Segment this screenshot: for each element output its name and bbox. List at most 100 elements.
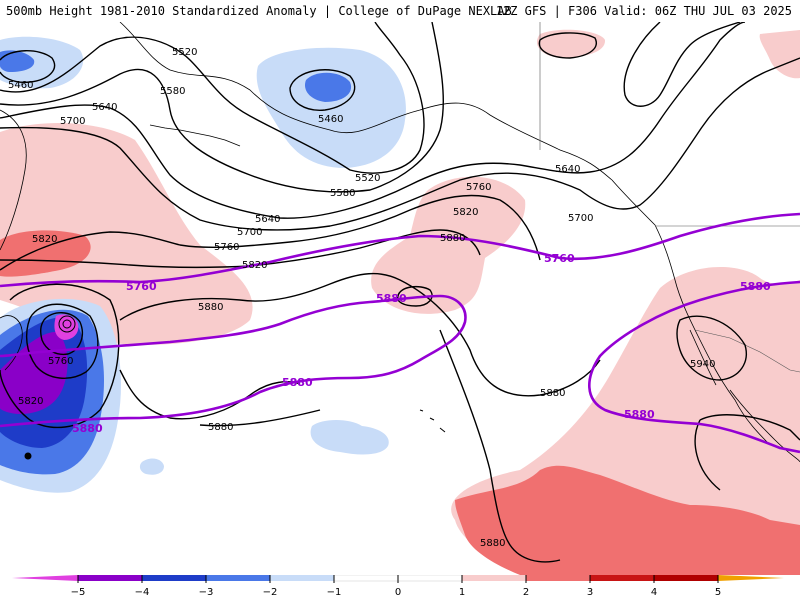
contour-label: 5460 [8, 80, 33, 91]
color-legend: −5 −4 −3 −2 −1 0 1 2 3 4 5 [0, 575, 800, 600]
contour-5820-typhoon [0, 283, 120, 429]
contour-5880-central [119, 272, 601, 397]
contour-label: 5520 [355, 173, 380, 184]
negative-anomaly-small [139, 458, 164, 475]
legend-swatch-pos2 [526, 575, 590, 581]
contour-labels: 5460 5460 5520 5520 5580 5580 5640 5640 … [8, 47, 715, 549]
contour-5880-south [119, 369, 321, 427]
coastline-mexico [689, 329, 800, 463]
hawaii-islands [419, 409, 446, 433]
legend-tick-label: 0 [395, 587, 401, 598]
contour-label: 5820 [453, 207, 478, 218]
contour-label: 5820 [18, 396, 43, 407]
coastline-alaska [119, 22, 613, 181]
highlight-label: 5880 [624, 408, 655, 421]
contour-5520-east [623, 22, 741, 107]
coastlines [0, 22, 800, 463]
legend-swatch-neg1 [333, 575, 399, 582]
contour-label: 5580 [160, 86, 185, 97]
anomaly-map: 5460 5460 5520 5520 5580 5580 5640 5640 … [0, 22, 800, 575]
contour-label: 5760 [466, 182, 491, 193]
contour-5700 [0, 57, 800, 231]
contour-label: 5880 [480, 538, 505, 549]
contour-label: 5640 [92, 102, 117, 113]
contour-5760-north [0, 194, 541, 271]
coastline-aleutians [149, 124, 241, 147]
contour-label: 5580 [330, 188, 355, 199]
legend-tick-label: −4 [135, 587, 150, 598]
contour-label: 5880 [440, 233, 465, 244]
coastline-bc [611, 179, 771, 446]
legend-tick-label: 3 [587, 587, 593, 598]
legend-swatch-neg5 [78, 575, 142, 581]
contour-label: 5640 [555, 164, 580, 175]
legend-swatch-neg3 [206, 575, 270, 581]
highlight-5880 [0, 294, 467, 428]
contour-5880-east [694, 414, 800, 491]
legend-arrow-low [12, 575, 78, 581]
model-run-info: 12Z GFS | F306 Valid: 06Z THU JUL 03 202… [495, 4, 792, 18]
contour-5520-bering [538, 32, 597, 59]
contour-label: 5820 [32, 234, 57, 245]
negative-anomaly-bering-core [0, 50, 35, 72]
legend-swatch-neg2 [270, 575, 334, 581]
map-header: 500mb Height 1981-2010 Standardized Anom… [0, 0, 800, 22]
contour-label: 5700 [568, 213, 593, 224]
contour-label: 5460 [318, 114, 343, 125]
highlight-label: 5880 [376, 292, 407, 305]
contour-5520 [0, 22, 425, 174]
contour-label: 5940 [690, 359, 715, 370]
contour-label: 5700 [237, 227, 262, 238]
contour-label: 5820 [242, 260, 267, 271]
negative-anomaly-typhoon-core [54, 314, 79, 340]
positive-anomaly-kamchatka [0, 122, 253, 345]
contour-label: 5640 [255, 214, 280, 225]
legend-tick-label: 4 [651, 587, 657, 598]
contour-5580 [0, 22, 444, 193]
highlight-5760 [0, 212, 800, 288]
coastline-japan [0, 315, 23, 371]
legend-ticks [77, 575, 719, 583]
legend-tick-label: −3 [199, 587, 214, 598]
contour-label: 5520 [172, 47, 197, 58]
positive-anomaly-central-pacific [371, 176, 526, 314]
highlight-label: 5760 [126, 280, 157, 293]
legend-swatch-zero [397, 575, 463, 582]
border-us-mexico [694, 329, 800, 373]
map-title: 500mb Height 1981-2010 Standardized Anom… [6, 4, 512, 18]
legend-tick-label: −1 [327, 587, 342, 598]
contour-5460-west [0, 50, 56, 84]
highlight-contours [0, 212, 800, 454]
contour-5880-hawaii-loop [439, 329, 561, 563]
highlight-label: 5880 [72, 422, 103, 435]
highlight-label: 5880 [740, 280, 771, 293]
coastline-kamchatka [0, 109, 27, 251]
contour-5460-alaska [289, 69, 356, 111]
legend-tick-label: 5 [715, 587, 721, 598]
contour-label: 5880 [198, 302, 223, 313]
negative-anomaly-alaska-core [304, 72, 352, 102]
contour-5640 [0, 22, 746, 219]
height-contours [0, 22, 800, 563]
legend-swatch-pos1 [462, 575, 526, 581]
legend-bar: −5 −4 −3 −2 −1 0 1 2 3 4 5 [12, 575, 784, 598]
legend-tick-label: 2 [523, 587, 529, 598]
contour-label: 5700 [60, 116, 85, 127]
legend-tick-label: −2 [263, 587, 278, 598]
legend-swatch-pos4 [654, 575, 718, 581]
highlight-labels: 5760 5760 5880 5880 5880 5880 5880 [72, 252, 771, 435]
positive-anomaly-east-pacific-core [455, 465, 800, 575]
positive-anomaly-eastern-canada [759, 30, 800, 79]
highlight-5880-east [588, 280, 800, 454]
contour-5880-small [397, 285, 433, 307]
legend-tick-label: −5 [71, 587, 86, 598]
legend-tick-label: 1 [459, 587, 465, 598]
typhoon-center-marker [24, 315, 76, 460]
negative-anomaly-hawaii [310, 420, 389, 455]
highlight-label: 5760 [544, 252, 575, 265]
positive-anomaly-kamchatka-core [0, 230, 91, 277]
contour-5820-north [0, 229, 481, 269]
contour-label: 5760 [48, 356, 73, 367]
legend-arrow-high [718, 575, 784, 581]
highlight-label: 5880 [282, 376, 313, 389]
